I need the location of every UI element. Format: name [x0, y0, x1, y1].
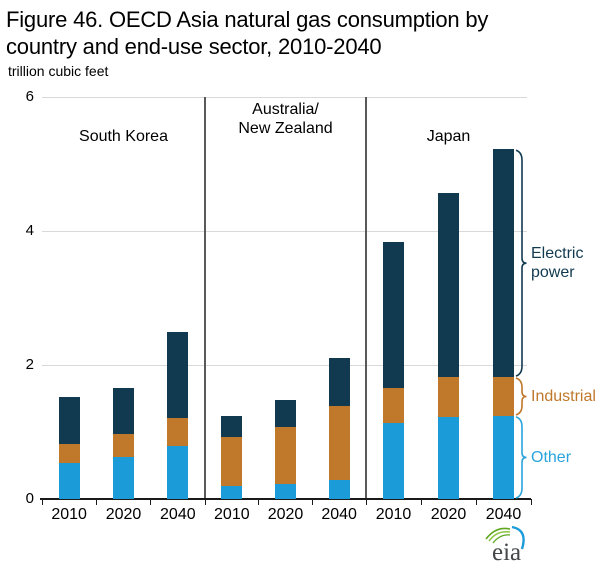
legend-label-line: Industrial — [531, 387, 596, 405]
bar-segment-electric-power — [113, 388, 134, 434]
panel-label-1: Australia/New Zealand — [205, 100, 366, 138]
bar-segment-electric-power — [221, 415, 243, 438]
bar-segment-industrial — [493, 377, 514, 416]
x-axis-tick — [530, 499, 532, 505]
figure-title-line1: Figure 46. OECD Asia natural gas consump… — [6, 7, 489, 32]
x-axis-tick — [258, 499, 260, 505]
legend-brace-other — [515, 416, 527, 499]
panel-label-line: South Korea — [79, 128, 168, 145]
bar-segment-industrial — [383, 388, 404, 424]
figure-title-line2: country and end-use sector, 2010-2040 — [6, 34, 382, 59]
bar-segment-other — [221, 485, 243, 499]
bar-segment-electric-power — [275, 399, 296, 427]
figure-title: Figure 46. OECD Asia natural gas consump… — [6, 6, 596, 60]
eia-logo-leaf-1 — [485, 527, 511, 540]
bar-segment-industrial — [221, 437, 243, 486]
x-axis-tick — [204, 499, 206, 505]
bar-segment-electric-power — [383, 241, 404, 389]
bar-segment-other — [275, 484, 296, 499]
eia-logo: eia — [485, 525, 525, 566]
bar-segment-industrial — [113, 434, 134, 457]
panel-label-line: Australia/ — [252, 101, 319, 118]
y-axis-tick-label: 0 — [25, 490, 34, 507]
bar-segment-other — [383, 423, 404, 499]
y-axis-tick-label: 4 — [25, 222, 34, 239]
y-axis-tick-label: 6 — [25, 88, 34, 105]
bar-segment-industrial — [167, 417, 189, 447]
bar-segment-other — [328, 480, 350, 499]
bar-segment-industrial — [438, 377, 459, 418]
eia-logo-text: eia — [492, 539, 521, 566]
bar-segment-other — [438, 417, 459, 499]
legend-label-line: power — [531, 264, 575, 282]
bar-segment-electric-power — [58, 397, 80, 445]
x-axis-year-label: 2020 — [430, 506, 467, 523]
x-axis-year-label: 2010 — [214, 506, 250, 523]
y-axis-tick-label: 2 — [25, 356, 34, 373]
eia-logo-leaf-2 — [488, 530, 511, 542]
x-axis-tick — [95, 499, 97, 505]
x-axis-year-label: 2040 — [485, 506, 522, 523]
x-axis-year-label: 2040 — [160, 506, 196, 523]
bar-segment-industrial — [58, 444, 80, 464]
eia-logo-swoosh — [511, 525, 525, 550]
x-axis-year-label: 2040 — [321, 506, 357, 523]
bar-segment-other — [58, 463, 80, 499]
gridline-y6 — [42, 97, 527, 98]
legend-brace-industrial — [515, 377, 527, 416]
bar-segment-electric-power — [328, 358, 350, 406]
panel-separator-1 — [204, 97, 206, 499]
panel-label-line: Japan — [426, 128, 471, 145]
eia-logo-leaf-3 — [492, 534, 511, 544]
bar-segment-other — [167, 446, 189, 499]
x-axis-year-label: 2010 — [51, 506, 87, 523]
x-axis-line — [40, 498, 531, 500]
bar-segment-other — [113, 456, 134, 499]
bar-segment-industrial — [328, 405, 350, 481]
panel-label-line: New Zealand — [238, 120, 333, 137]
bar-segment-electric-power — [493, 149, 514, 378]
bar-segment-electric-power — [438, 192, 459, 378]
legend-brace-electric-power — [515, 149, 527, 377]
x-axis-tick — [150, 499, 152, 505]
panel-label-2: Japan — [366, 127, 531, 146]
legend-label-industrial: Industrial — [531, 387, 596, 406]
x-axis-year-label: 2010 — [375, 506, 412, 523]
bar-segment-electric-power — [167, 331, 189, 418]
x-axis-tick — [420, 499, 422, 505]
legend-label-other: Other — [531, 448, 571, 467]
x-axis-tick — [475, 499, 477, 505]
bar-segment-industrial — [275, 426, 296, 485]
x-axis-tick — [365, 499, 367, 505]
gridline-y4 — [42, 231, 527, 232]
x-axis-tick — [41, 499, 43, 505]
panel-separator-2 — [365, 97, 367, 499]
panel-label-0: South Korea — [42, 127, 205, 146]
bar-segment-other — [493, 415, 514, 499]
legend-label-electric-power: Electric power — [531, 244, 583, 282]
axis-units-label: trillion cubic feet — [8, 63, 109, 79]
legend-label-line: Other — [531, 448, 572, 466]
x-axis-tick — [311, 499, 313, 505]
x-axis-year-label: 2020 — [267, 506, 304, 523]
legend-label-line: Electric — [531, 245, 584, 263]
x-axis-year-label: 2020 — [105, 506, 142, 523]
gridline-y2 — [42, 365, 527, 366]
